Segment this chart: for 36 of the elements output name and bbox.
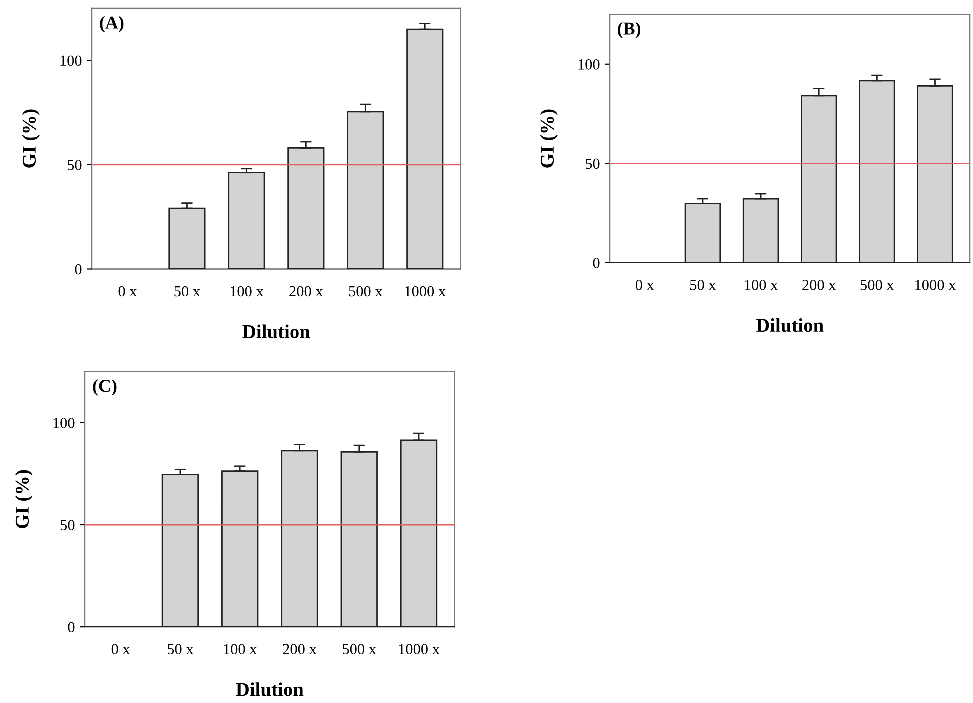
x-tick-label: 50 x	[174, 286, 200, 297]
y-tick-label: 50	[586, 158, 600, 170]
annotation: (B)	[618, 22, 641, 39]
y-tick-label: 50	[60, 520, 75, 530]
y-tick-label: 0	[593, 258, 600, 268]
x-tick-label: 200 x	[290, 286, 324, 297]
y-tick-label: 50	[68, 160, 82, 170]
x-tick-label: 500 x	[349, 286, 383, 297]
y-tick-label: 100	[54, 418, 75, 428]
x-tick-label: 0 x	[636, 280, 654, 290]
x-axis-title: Dilution	[236, 682, 304, 696]
annotation: (C)	[93, 380, 117, 396]
x-axis-title: Dilution	[242, 324, 310, 338]
x-tick-label: 1000 x	[399, 644, 440, 654]
x-tick-label: 100 x	[745, 280, 778, 290]
y-tick-label: 0	[68, 622, 75, 633]
y-tick-label: 0	[75, 264, 82, 275]
x-tick-label: 1000 x	[405, 286, 446, 297]
x-tick-label: 0 x	[112, 644, 130, 654]
x-tick-label: 500 x	[860, 280, 894, 290]
y-axis-title: GI (%)	[22, 110, 40, 168]
x-tick-label: 0 x	[118, 286, 138, 297]
annotation: (A)	[100, 16, 124, 33]
y-axis-title: GI (%)	[540, 110, 558, 168]
y-tick-label: 100	[578, 60, 600, 70]
x-tick-label: 100 x	[224, 644, 258, 654]
x-tick-label: 200 x	[283, 644, 317, 654]
x-tick-label: 100 x	[230, 286, 264, 297]
x-tick-label: 200 x	[802, 280, 836, 290]
x-tick-label: 1000 x	[916, 280, 956, 290]
x-tick-label: 500 x	[343, 644, 376, 654]
x-axis-title: Dilution	[756, 318, 824, 332]
y-tick-label: 100	[60, 56, 82, 66]
x-tick-label: 50 x	[690, 280, 716, 290]
y-axis-title: GI (%)	[15, 470, 33, 529]
x-tick-label: 50 x	[168, 644, 194, 654]
